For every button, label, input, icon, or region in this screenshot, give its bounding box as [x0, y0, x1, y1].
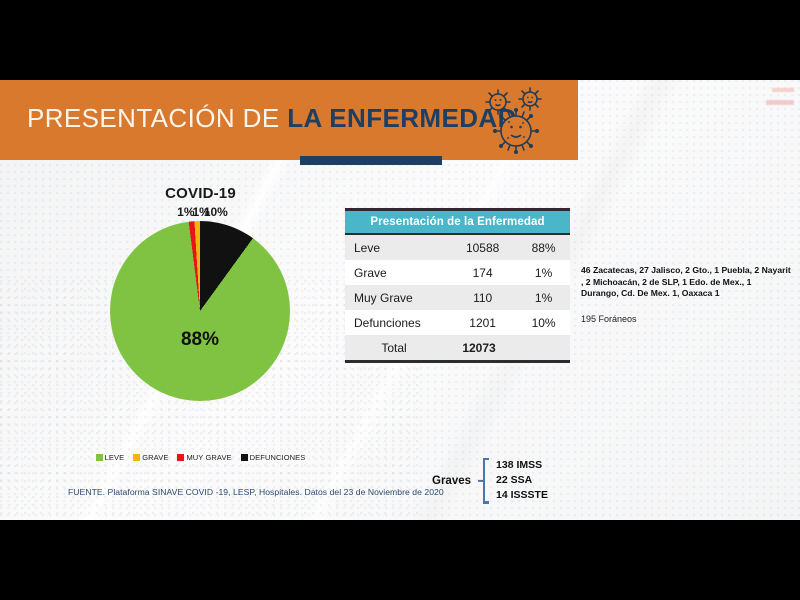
bracket-lines: 138 IMSS 22 SSA 14 ISSSTE	[496, 458, 548, 504]
notes-block: 46 Zacatecas, 27 Jalisco, 2 Gto., 1 Pueb…	[581, 265, 791, 324]
bracket-line: 14 ISSSTE	[496, 489, 548, 502]
legend-swatch-grave	[133, 454, 141, 461]
legend-item-muy-grave: MUY GRAVE	[177, 453, 232, 462]
legend-swatch-defunciones	[240, 454, 248, 461]
legend-item-defunciones: DEFUNCIONES	[240, 453, 306, 462]
chart-legend: LEVE GRAVE MUY GRAVE DEFUNCIONES	[68, 453, 333, 462]
pie-callout-labels: 1%1%10%	[68, 205, 333, 219]
title-underline	[300, 156, 442, 165]
legend-label-muy-grave: MUY GRAVE	[186, 453, 232, 462]
watermark-fragment	[758, 84, 798, 118]
pie-label-grave: 1%	[177, 205, 195, 219]
cell-label: Muy Grave	[354, 290, 413, 305]
legend-swatch-muy-grave	[177, 454, 185, 461]
cell-count: 1201	[469, 315, 496, 330]
table-top-border	[345, 208, 570, 211]
legend-label-defunciones: DEFUNCIONES	[249, 453, 306, 462]
legend-item-leve: LEVE	[95, 453, 125, 462]
table-row: Muy Grave 110 1%	[345, 285, 570, 310]
cell-label: Total	[381, 340, 407, 355]
pie-graphic: 88%	[110, 221, 290, 401]
chart-title: COVID-19	[165, 185, 236, 202]
bracket-label: Graves	[432, 474, 472, 487]
table-total-row: Total 12073	[345, 335, 570, 360]
pie-label-defunciones: 10%	[203, 205, 228, 219]
table-row: Defunciones 1201 10%	[345, 310, 570, 335]
bracket-line: 138 IMSS	[496, 459, 543, 471]
cell-count: 110	[473, 290, 493, 305]
cell-label: Leve	[354, 240, 381, 255]
covid-pie-chart: COVID-19 1%1%10% 88% LEVE GRAVE MUY GRAV…	[68, 185, 333, 462]
cell-label: Grave	[354, 265, 387, 280]
page-title-light: PRESENTACIÓN DE	[27, 103, 288, 133]
slide-canvas: PRESENTACIÓN DE LA ENFERMEDAD	[0, 80, 800, 520]
pie-label-muy-grave: 1%	[192, 205, 210, 219]
cell-percent: 88%	[531, 240, 556, 255]
table-header-border	[345, 233, 570, 235]
header-band: PRESENTACIÓN DE LA ENFERMEDAD	[0, 80, 578, 160]
table-bottom-border	[345, 360, 570, 363]
bracket-group-graves: Graves 138 IMSS 22 SSA 14 ISSSTE	[432, 458, 548, 504]
states-breakdown-text: 46 Zacatecas, 27 Jalisco, 2 Gto., 1 Pueb…	[581, 265, 791, 299]
legend-label-leve: LEVE	[104, 453, 125, 462]
legend-item-grave: GRAVE	[133, 453, 168, 462]
virus-icon	[478, 86, 570, 158]
foraneos-count: 195 Foráneos	[581, 313, 637, 324]
cell-label: Defunciones	[354, 315, 421, 330]
cell-percent: 1%	[534, 265, 553, 280]
legend-label-grave: GRAVE	[142, 453, 169, 462]
source-footnote: FUENTE. Plataforma SINAVE COVID -19, LES…	[68, 487, 444, 497]
bracket-icon	[478, 458, 490, 504]
cell-count: 12073	[462, 340, 496, 355]
cell-percent: 10%	[531, 315, 556, 330]
pie-label-leve: 88%	[180, 329, 220, 350]
cell-count: 174	[472, 265, 493, 280]
cell-count: 10588	[465, 240, 500, 255]
page-title-bold: LA ENFERMEDAD	[287, 103, 517, 133]
page-title: PRESENTACIÓN DE LA ENFERMEDAD	[27, 103, 517, 134]
table-header: Presentación de la Enfermedad	[345, 211, 570, 233]
table-row: Leve 10588 88%	[345, 235, 570, 260]
presentation-table: Presentación de la Enfermedad Leve 10588…	[345, 208, 570, 363]
legend-swatch-leve	[95, 454, 103, 461]
cell-percent: 1%	[534, 290, 553, 305]
bracket-line: 22 SSA	[496, 474, 533, 487]
table-row: Grave 174 1%	[345, 260, 570, 285]
pie-slices	[110, 221, 290, 401]
